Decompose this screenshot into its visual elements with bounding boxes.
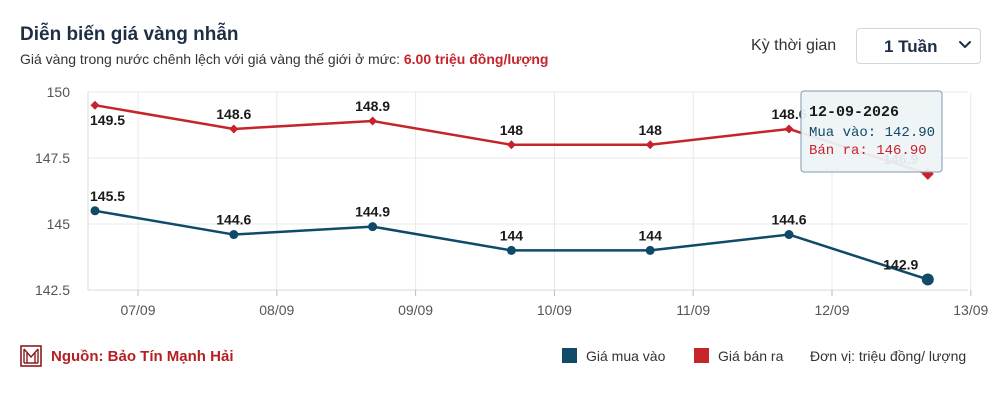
y-tick-label: 145	[47, 216, 71, 232]
x-tick-label: 10/09	[537, 302, 572, 318]
tooltip-box	[800, 90, 943, 173]
page-title: Diễn biến giá vàng nhẫn	[20, 24, 239, 45]
buy-point[interactable]	[506, 245, 516, 255]
sell-point[interactable]	[229, 124, 239, 134]
sell-point[interactable]	[784, 124, 794, 134]
sell-point[interactable]	[368, 116, 378, 126]
y-tick-label: 150	[47, 84, 71, 100]
sell-data-label: 148.6	[216, 106, 251, 122]
subtitle: Giá vàng trong nước chênh lệch với giá v…	[20, 51, 548, 67]
buy-data-label: 144.6	[216, 212, 251, 228]
y-tick-label: 142.5	[35, 282, 70, 298]
buy-data-label: 145.5	[90, 188, 125, 204]
y-tick-label: 147.5	[35, 150, 70, 166]
buy-data-label: 144.6	[771, 212, 806, 228]
sell-data-label: 148.6	[771, 106, 806, 122]
sell-point[interactable]	[90, 100, 100, 110]
sell-data-label: 149.5	[90, 112, 125, 128]
price-gap-value: 6.00 triệu đồng/lượng	[403, 51, 549, 67]
period-label: Kỳ thời gian	[751, 37, 837, 54]
logo-icon	[20, 345, 42, 367]
legend-buy-swatch	[562, 348, 577, 363]
buy-point[interactable]	[229, 230, 239, 240]
sell-point[interactable]	[645, 140, 655, 150]
x-tick-label: 09/09	[398, 302, 433, 318]
x-tick-label: 13/09	[953, 302, 988, 318]
sell-point[interactable]	[506, 140, 516, 150]
sell-data-label: 148	[500, 122, 524, 138]
price-chart: 150 147.5 145 142.5 07/09 08/09 09/09 10/09 11/0…	[35, 84, 989, 318]
legend-sell-swatch	[694, 348, 709, 363]
unit-label: Đơn vị: triệu đồng/ lượng	[810, 348, 967, 364]
buy-data-label: 144	[639, 227, 663, 243]
source-label: Nguồn: Bảo Tín Mạnh Hải	[51, 348, 234, 365]
x-tick-label: 07/09	[120, 302, 155, 318]
buy-data-label: 144.9	[355, 204, 390, 220]
buy-data-label: 142.9	[883, 256, 918, 272]
legend-sell-label: Giá bán ra	[718, 348, 784, 364]
buy-data-label: 144	[500, 227, 524, 243]
tooltip-sell: Bán ra: 146.90	[809, 143, 927, 159]
chevron-down-icon	[959, 41, 971, 48]
buy-point[interactable]	[368, 222, 378, 232]
buy-point[interactable]	[784, 230, 794, 240]
tooltip-date: 12-09-2026	[809, 104, 899, 121]
x-tick-label: 12/09	[814, 302, 849, 318]
sell-data-label: 148	[639, 122, 663, 138]
sell-data-label: 148.9	[355, 98, 390, 114]
buy-point[interactable]	[921, 273, 934, 286]
legend-buy-label: Giá mua vào	[586, 348, 666, 364]
legend-sell[interactable]: Giá bán ra	[694, 348, 783, 364]
x-tick-label: 11/09	[676, 302, 710, 318]
subtitle-text: Giá vàng trong nước chênh lệch với giá v…	[20, 51, 400, 67]
legend-buy[interactable]: Giá mua vào	[562, 348, 665, 364]
x-tick-label: 08/09	[259, 302, 294, 318]
period-selected-value: 1 Tuần	[884, 37, 938, 56]
period-select[interactable]: 1 Tuần	[856, 28, 981, 64]
buy-point[interactable]	[645, 245, 655, 255]
buy-point[interactable]	[90, 206, 100, 216]
tooltip-buy: Mua vào: 142.90	[809, 125, 935, 141]
